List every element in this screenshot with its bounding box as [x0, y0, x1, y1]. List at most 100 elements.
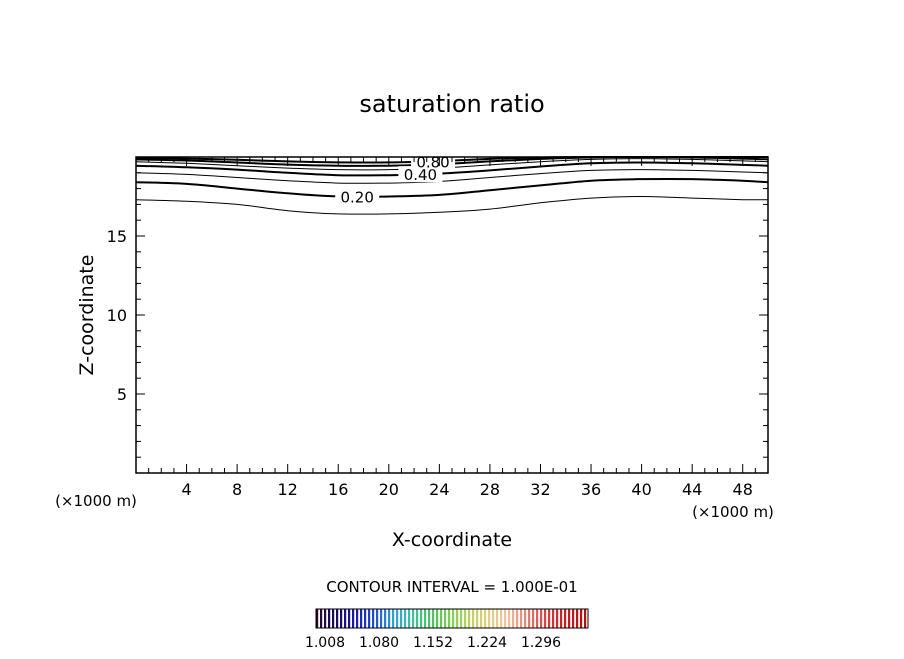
- colorbar-stripe: [556, 609, 559, 628]
- y-tick-labels: 5 10 15: [107, 227, 127, 404]
- colorbar-stripe: [396, 609, 399, 628]
- colorbar-stripe: [472, 609, 475, 628]
- x-tick-label: 40: [631, 480, 651, 499]
- x-tick-label: 24: [429, 480, 449, 499]
- colorbar-tick-label: 1.008: [305, 635, 345, 651]
- contour-label-0.2: 0.20: [340, 189, 373, 207]
- colorbar-tick-label: 1.152: [413, 635, 453, 651]
- colorbar-stripe: [568, 609, 571, 628]
- colorbar-stripe: [504, 609, 507, 628]
- colorbar-stripe: [452, 609, 455, 628]
- colorbar-stripe: [344, 609, 347, 628]
- contour-label-bg: [335, 188, 380, 205]
- colorbar-stripe: [440, 609, 443, 628]
- colorbar-stripe: [584, 609, 587, 628]
- contour-label-bg: [398, 166, 443, 183]
- colorbar-stripe: [336, 609, 339, 628]
- contour-line-0.5: [135, 158, 769, 171]
- colorbar-tick-labels: 1.008 1.080 1.152 1.224 1.296: [305, 635, 561, 651]
- colorbar-tick-label: 1.296: [521, 635, 561, 651]
- colorbar-stripe: [384, 609, 387, 628]
- contour-line-0.4: [135, 161, 769, 177]
- contour-line-0.1: [135, 195, 769, 215]
- contour-line-0.2: [135, 177, 769, 198]
- colorbar-stripe: [364, 609, 367, 628]
- contour-labels: 0.20 0.400.80: [335, 153, 456, 207]
- y-axis-title: Z-coordinate: [76, 255, 98, 376]
- colorbar-stripe: [376, 609, 379, 628]
- colorbar-stripe: [324, 609, 327, 628]
- colorbar-stripe: [508, 609, 511, 628]
- colorbar-stripe: [392, 609, 395, 628]
- x-axis-title: X-coordinate: [392, 529, 512, 551]
- colorbar-stripe: [552, 609, 555, 628]
- contour-interval-text: CONTOUR INTERVAL = 1.000E-01: [326, 578, 577, 596]
- x-tick-labels: 4 8 12 16 20 24 28 32 36 40 44 48: [181, 480, 752, 499]
- colorbar-stripe: [424, 609, 427, 628]
- x-tick-label: 32: [530, 480, 550, 499]
- colorbar-stripe: [320, 609, 323, 628]
- colorbar-stripe: [436, 609, 439, 628]
- colorbar-stripe: [560, 609, 563, 628]
- colorbar-stripe: [372, 609, 375, 628]
- colorbar-stripe: [352, 609, 355, 628]
- colorbar-stripe: [356, 609, 359, 628]
- contour-label-0.4: 0.40: [404, 166, 437, 184]
- colorbar-stripe: [456, 609, 459, 628]
- colorbar-stripe: [448, 609, 451, 628]
- colorbar-stripe: [380, 609, 383, 628]
- y-tick-label: 10: [107, 306, 127, 325]
- x-tick-label: 48: [733, 480, 753, 499]
- colorbar-stripe: [488, 609, 491, 628]
- colorbar-stripe: [544, 609, 547, 628]
- colorbar-stripe: [404, 609, 407, 628]
- colorbar-stripe: [400, 609, 403, 628]
- colorbar-stripe: [520, 609, 523, 628]
- colorbar: [316, 609, 587, 628]
- x-tick-label: 8: [232, 480, 242, 499]
- x-tick-label: 16: [328, 480, 348, 499]
- x-unit-left-label: (×1000 m): [55, 492, 137, 510]
- colorbar-stripe: [408, 609, 411, 628]
- contour-line-0.3: [135, 169, 769, 184]
- x-tick-label: 44: [682, 480, 702, 499]
- colorbar-stripe: [512, 609, 515, 628]
- colorbar-stripe: [576, 609, 579, 628]
- x-unit-right-label: (×1000 m): [692, 503, 774, 521]
- colorbar-stripe: [464, 609, 467, 628]
- colorbar-stripe: [428, 609, 431, 628]
- colorbar-stripe: [412, 609, 415, 628]
- colorbar-stripe: [316, 609, 319, 628]
- colorbar-stripe: [524, 609, 527, 628]
- colorbar-stripe: [536, 609, 539, 628]
- colorbar-tick-label: 1.224: [467, 635, 507, 651]
- colorbar-stripe: [328, 609, 331, 628]
- chart-title: saturation ratio: [359, 90, 544, 118]
- colorbar-stripe: [468, 609, 471, 628]
- colorbar-stripe: [368, 609, 371, 628]
- colorbar-stripe: [416, 609, 419, 628]
- colorbar-stripe: [548, 609, 551, 628]
- colorbar-stripe: [496, 609, 499, 628]
- colorbar-stripe: [420, 609, 423, 628]
- y-tick-label: 15: [107, 227, 127, 246]
- contour-label-0.8: 0.80: [416, 153, 449, 171]
- colorbar-stripe: [340, 609, 343, 628]
- colorbar-stripe: [348, 609, 351, 628]
- axis-ticks: [136, 157, 768, 473]
- colorbar-stripe: [480, 609, 483, 628]
- colorbar-stripe: [484, 609, 487, 628]
- colorbar-stripe: [516, 609, 519, 628]
- colorbar-tick-label: 1.080: [359, 635, 399, 651]
- colorbar-stripe: [540, 609, 543, 628]
- colorbar-stripe: [476, 609, 479, 628]
- y-tick-label: 5: [117, 385, 127, 404]
- x-tick-label: 12: [278, 480, 298, 499]
- colorbar-stripe: [572, 609, 575, 628]
- colorbar-frame: [315, 608, 589, 629]
- colorbar-stripe: [460, 609, 463, 628]
- colorbar-stripe: [444, 609, 447, 628]
- colorbar-stripe: [532, 609, 535, 628]
